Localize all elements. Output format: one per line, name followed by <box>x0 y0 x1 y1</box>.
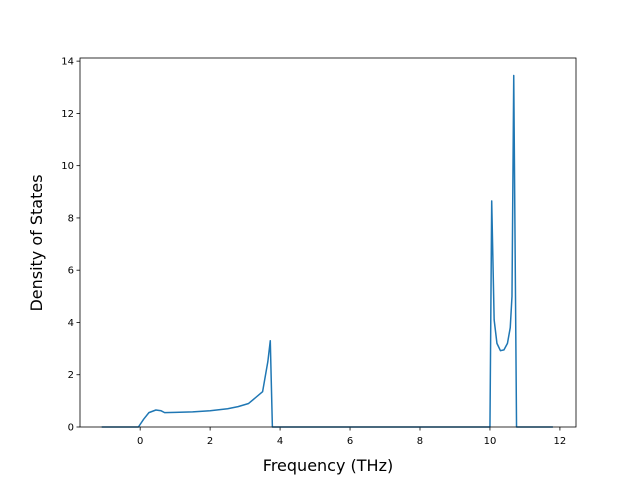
line <box>101 74 553 428</box>
x-tick-label: 6 <box>347 436 353 447</box>
y-axis-label: Density of States <box>27 174 46 311</box>
x-tick-label: 10 <box>484 436 497 447</box>
y-tick-label: 0 <box>68 423 74 434</box>
x-tick-label: 12 <box>554 436 567 447</box>
y-tick-label: 8 <box>68 213 74 224</box>
x-tick-label: 8 <box>417 436 423 447</box>
x-tick-label: 2 <box>207 436 213 447</box>
x-tick-label: 4 <box>277 436 283 447</box>
y-tick-label: 6 <box>68 266 74 277</box>
plot-frame <box>79 57 577 428</box>
y-tick-label: 10 <box>61 161 74 172</box>
x-tick-label: 0 <box>137 436 143 447</box>
y-tick-label: 12 <box>61 109 74 120</box>
y-tick-label: 4 <box>68 318 74 329</box>
y-tick-label: 14 <box>61 57 74 68</box>
x-axis-label: Frequency (THz) <box>263 456 393 475</box>
y-tick-label: 2 <box>68 370 74 381</box>
